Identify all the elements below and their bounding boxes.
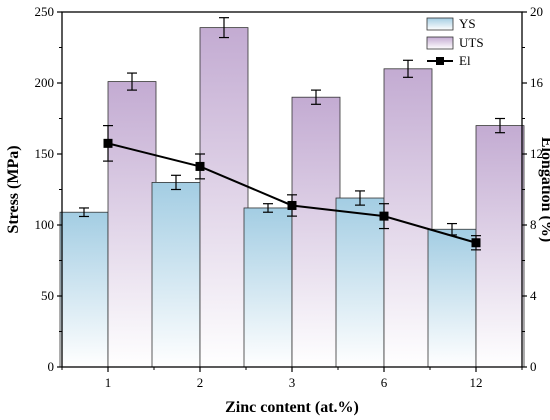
x-tick-label: 2 bbox=[197, 375, 204, 390]
y-tick-label: 0 bbox=[48, 359, 55, 374]
legend-swatch-el-marker bbox=[436, 57, 444, 65]
y-tick-label: 150 bbox=[35, 146, 55, 161]
bar-ys-12 bbox=[427, 228, 477, 368]
y-tick-label: 100 bbox=[35, 217, 55, 232]
x-tick-label: 6 bbox=[381, 375, 388, 390]
y2-tick-label: 0 bbox=[530, 359, 537, 374]
y2-tick-label: 16 bbox=[530, 75, 544, 90]
point-el-6 bbox=[379, 211, 389, 221]
point-el-1 bbox=[103, 138, 113, 148]
error-bar-uts-1 bbox=[127, 72, 137, 91]
bars-layer bbox=[59, 17, 525, 368]
legend-label-ys: YS bbox=[459, 16, 476, 31]
y2-tick-label: 12 bbox=[530, 146, 543, 161]
bar-ys-6 bbox=[335, 197, 385, 368]
point-el-3 bbox=[287, 200, 297, 210]
legend-swatch-uts bbox=[426, 36, 454, 50]
bar-uts-2 bbox=[199, 27, 249, 368]
error-bar-ys-1 bbox=[79, 207, 89, 218]
point-el-12 bbox=[471, 238, 481, 248]
x-tick-label: 1 bbox=[105, 375, 112, 390]
bar-uts-12 bbox=[475, 125, 525, 368]
error-bar-ys-6 bbox=[355, 190, 365, 206]
y2-tick-label: 4 bbox=[530, 288, 537, 303]
x-axis-title: Zinc content (at.%) bbox=[225, 399, 359, 416]
bar-ys-2 bbox=[151, 181, 201, 368]
bar-uts-1 bbox=[107, 81, 157, 368]
y-tick-label: 250 bbox=[35, 4, 55, 19]
error-bar-uts-2 bbox=[219, 17, 229, 39]
y2-tick-label: 8 bbox=[530, 217, 537, 232]
y-tick-label: 50 bbox=[41, 288, 54, 303]
y-axis-title: Stress (MPa) bbox=[5, 145, 22, 233]
legend-label-el: El bbox=[459, 53, 471, 68]
error-bar-ys-2 bbox=[171, 174, 181, 191]
error-bar-uts-12 bbox=[495, 117, 505, 134]
x-tick-label: 12 bbox=[470, 375, 483, 390]
legend: YS UTS El bbox=[426, 16, 484, 68]
y2-tick-label: 20 bbox=[530, 4, 543, 19]
bar-ys-1 bbox=[59, 211, 109, 368]
x-tick-label: 3 bbox=[289, 375, 296, 390]
bar-uts-3 bbox=[291, 96, 341, 368]
y2-axis-title: Elongation (%) bbox=[538, 137, 550, 242]
error-bar-ys-3 bbox=[263, 203, 273, 213]
point-el-2 bbox=[195, 161, 205, 171]
legend-label-uts: UTS bbox=[459, 35, 484, 50]
legend-swatch-ys bbox=[426, 17, 454, 31]
error-bar-uts-6 bbox=[403, 59, 413, 78]
bar-ys-3 bbox=[243, 207, 293, 368]
error-bar-uts-3 bbox=[311, 89, 321, 105]
y-tick-label: 200 bbox=[35, 75, 55, 90]
line-layer bbox=[103, 124, 481, 251]
